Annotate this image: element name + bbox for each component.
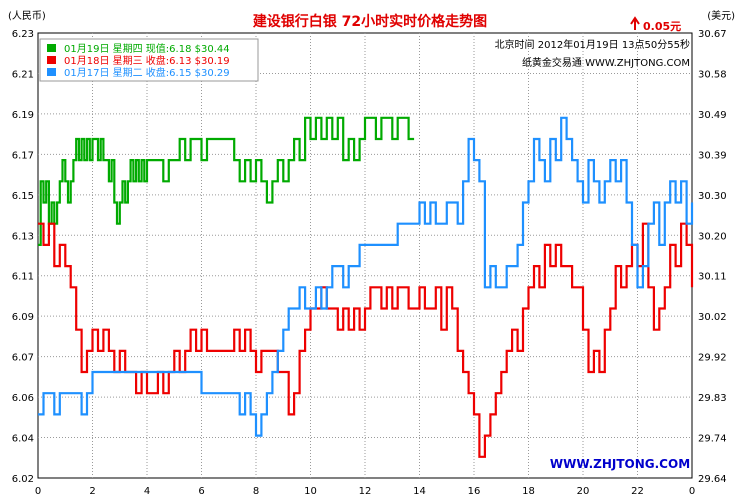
legend-swatch bbox=[47, 56, 56, 64]
x-tick-label: 2 bbox=[89, 486, 95, 497]
y-tick-label: 6.11 bbox=[12, 272, 34, 283]
y-tick-label: 6.02 bbox=[12, 474, 34, 485]
change-value: 0.05元 bbox=[643, 20, 681, 33]
x-tick-label: 10 bbox=[304, 486, 317, 497]
y2-tick-label: 30.11 bbox=[698, 272, 727, 283]
y2-tick-label: 29.92 bbox=[698, 353, 727, 364]
x-tick-label: 0 bbox=[689, 486, 695, 497]
y-tick-label: 6.21 bbox=[12, 69, 34, 80]
x-tick-label: 6 bbox=[198, 486, 204, 497]
series-line-3 bbox=[38, 116, 694, 437]
x-axis-ticks: 0 2 4 6 8 10 12 14 16 18 20 22 0 bbox=[35, 486, 695, 497]
legend-box bbox=[39, 38, 259, 82]
y2-tick-label: 29.64 bbox=[698, 474, 727, 485]
legend-label: 01月18日 星期三 收盘:6.13 $30.19 bbox=[64, 54, 230, 67]
legend-swatch bbox=[47, 44, 56, 52]
source-label: 纸黄金交易通 WWW.ZHJTONG.COM bbox=[522, 56, 690, 69]
x-tick-label: 22 bbox=[631, 486, 644, 497]
y-tick-label: 6.15 bbox=[12, 191, 34, 202]
time-label: 北京时间 2012年01月19日 13点50分55秒 bbox=[495, 38, 690, 51]
y2-tick-label: 29.83 bbox=[698, 393, 727, 404]
y2-tick-label: 30.58 bbox=[698, 69, 727, 80]
legend-label: 01月19日 星期四 现值:6.18 $30.44 bbox=[64, 42, 230, 55]
y-tick-label: 6.06 bbox=[12, 393, 34, 404]
x-tick-label: 14 bbox=[413, 486, 426, 497]
chart-title: 建设银行白银 72小时实时价格走势图 bbox=[253, 13, 487, 30]
right-axis-ticks: 30.67 30.58 30.49 30.39 30.30 30.20 30.11 30.02… bbox=[698, 29, 727, 485]
y-tick-label: 6.13 bbox=[12, 231, 34, 242]
up-arrow-icon bbox=[630, 16, 640, 30]
x-tick-label: 20 bbox=[577, 486, 590, 497]
x-tick-label: 12 bbox=[359, 486, 372, 497]
y2-tick-label: 30.39 bbox=[698, 150, 727, 161]
y2-tick-label: 30.49 bbox=[698, 110, 727, 121]
y-tick-label: 6.04 bbox=[12, 434, 34, 445]
series-lines bbox=[38, 116, 694, 458]
y2-tick-label: 30.67 bbox=[698, 29, 727, 40]
x-tick-label: 18 bbox=[522, 486, 535, 497]
y-tick-label: 6.07 bbox=[12, 353, 34, 364]
change-indicator: 0.05元 bbox=[630, 16, 681, 33]
y-tick-label: 6.09 bbox=[12, 312, 34, 323]
series-line-1 bbox=[38, 116, 415, 246]
y2-tick-label: 30.20 bbox=[698, 231, 727, 242]
left-axis-ticks: 6.23 6.21 6.19 6.17 6.15 6.13 6.11 6.09 6.07 6.06… bbox=[12, 29, 34, 485]
x-tick-label: 8 bbox=[253, 486, 259, 497]
right-axis-unit: (美元) bbox=[707, 9, 735, 22]
y-tick-label: 6.23 bbox=[12, 29, 34, 40]
x-tick-label: 4 bbox=[144, 486, 150, 497]
y2-tick-label: 30.30 bbox=[698, 191, 727, 202]
y2-tick-label: 30.02 bbox=[698, 312, 727, 323]
legend-label: 01月17日 星期二 收盘:6.15 $30.29 bbox=[64, 66, 230, 79]
left-axis-unit: (人民币) bbox=[8, 10, 46, 22]
x-tick-label: 16 bbox=[468, 486, 481, 497]
y-tick-label: 6.19 bbox=[12, 110, 34, 121]
legend-swatch bbox=[47, 68, 56, 76]
y2-tick-label: 29.74 bbox=[698, 434, 727, 445]
watermark: WWW.ZHJTONG.COM bbox=[550, 457, 690, 471]
x-tick-label: 0 bbox=[35, 486, 41, 497]
y-tick-label: 6.17 bbox=[12, 150, 34, 161]
